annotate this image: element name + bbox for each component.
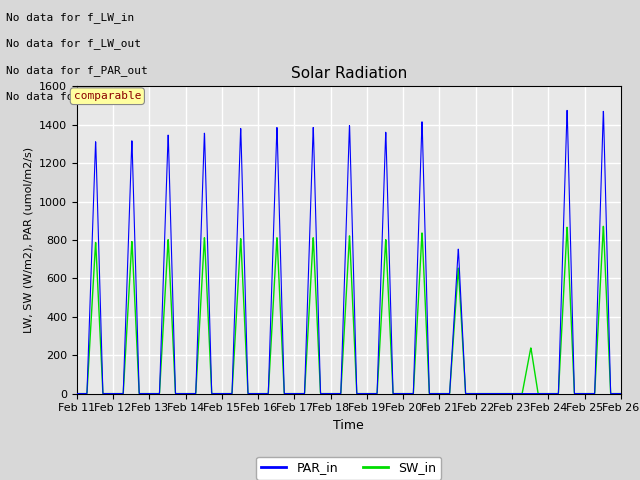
Y-axis label: LW, SW (W/m2), PAR (umol/m2/s): LW, SW (W/m2), PAR (umol/m2/s)	[24, 147, 33, 333]
Text: comparable: comparable	[74, 91, 141, 101]
Text: No data for f_PAR_out: No data for f_PAR_out	[6, 65, 148, 76]
Legend: PAR_in, SW_in: PAR_in, SW_in	[257, 456, 441, 480]
Text: No data for f_LW_in: No data for f_LW_in	[6, 12, 134, 23]
Text: No data for f_SW_out: No data for f_SW_out	[6, 91, 141, 102]
X-axis label: Time: Time	[333, 419, 364, 432]
Text: No data for f_LW_out: No data for f_LW_out	[6, 38, 141, 49]
Title: Solar Radiation: Solar Radiation	[291, 66, 407, 81]
